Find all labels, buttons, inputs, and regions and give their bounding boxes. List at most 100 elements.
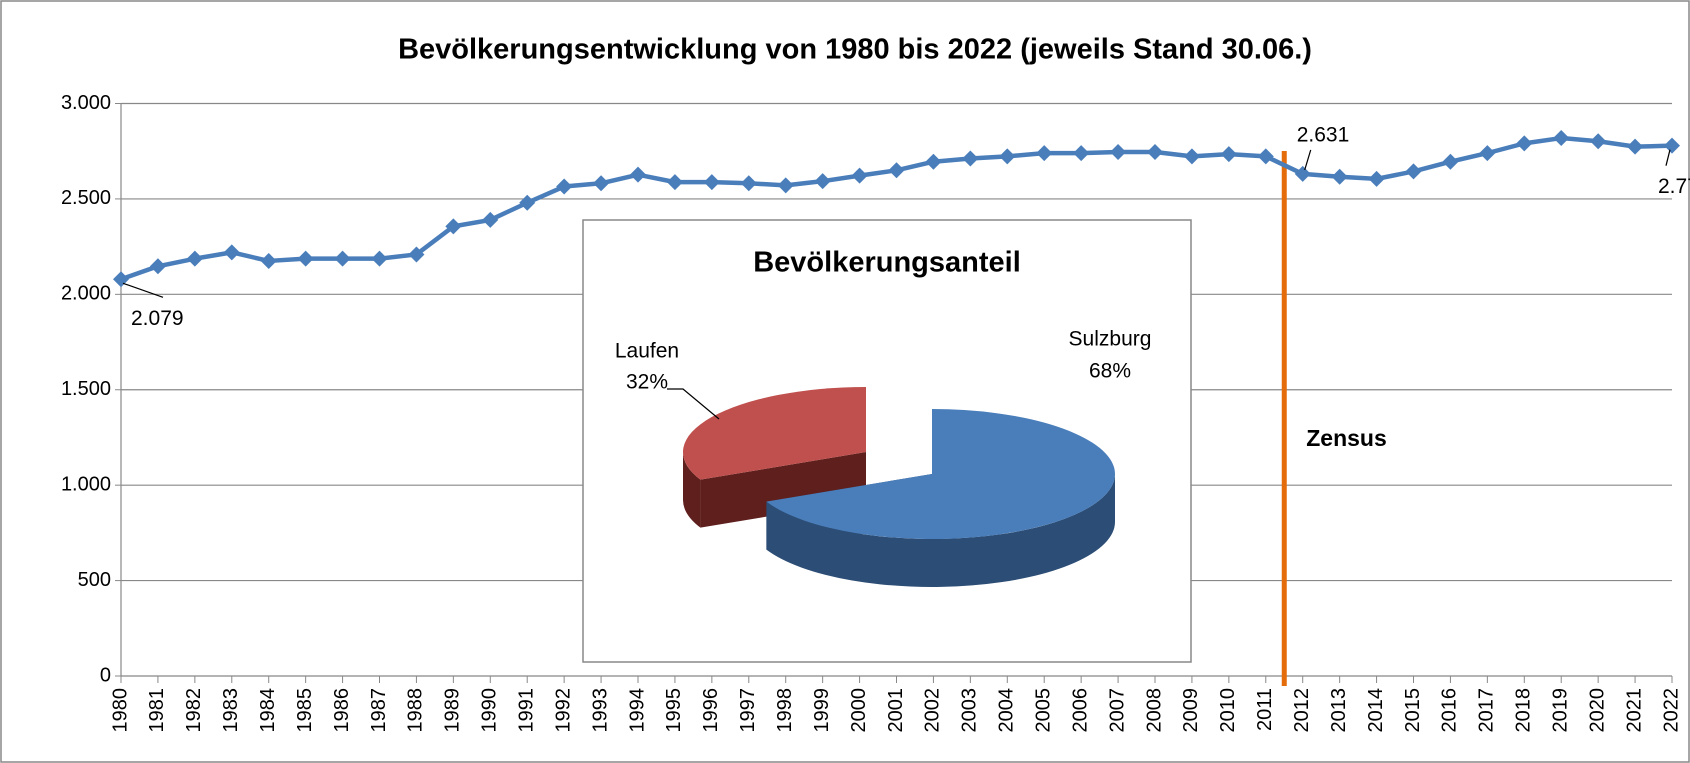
- marker: [777, 177, 794, 194]
- pie-label: Laufen: [615, 340, 679, 363]
- marker: [186, 250, 203, 267]
- x-tick-label: 2008: [1143, 688, 1165, 733]
- data-label: 2.779: [1658, 175, 1690, 198]
- marker: [1110, 143, 1127, 160]
- x-tick-label: 1994: [626, 688, 648, 733]
- marker: [408, 246, 425, 263]
- x-tick-label: 2015: [1402, 688, 1424, 733]
- x-tick-label: 2019: [1549, 688, 1571, 733]
- x-tick-label: 2005: [1032, 688, 1054, 733]
- line-layer: [113, 130, 1680, 686]
- y-tick-label: 2.000: [61, 283, 111, 305]
- marker: [666, 174, 683, 191]
- y-tick-label: 500: [78, 569, 111, 591]
- label-leader: [1304, 149, 1312, 171]
- pie-slice: [766, 408, 1115, 539]
- x-tick-label: 2010: [1217, 688, 1239, 733]
- pie-title: Bevölkerungsanteil: [753, 247, 1021, 279]
- x-tick-label: 2003: [959, 688, 981, 733]
- x-tick-label: 2011: [1254, 688, 1276, 731]
- x-tick-label: 2009: [1180, 688, 1202, 733]
- x-tick-label: 2000: [848, 688, 870, 733]
- marker: [814, 173, 831, 190]
- marker: [1036, 145, 1053, 162]
- marker: [260, 252, 277, 269]
- pie-side: [683, 452, 701, 528]
- marker: [1553, 130, 1570, 147]
- marker: [703, 174, 720, 191]
- marker: [1368, 170, 1385, 187]
- x-tick-label: 1983: [220, 688, 242, 733]
- inset-box: [582, 219, 1192, 663]
- x-tick-label: 1986: [331, 688, 353, 733]
- marker: [1073, 145, 1090, 162]
- marker: [925, 153, 942, 170]
- pie-layer: Laufen 32% Sulzburg 68%: [615, 328, 1152, 587]
- x-tick-label: 2020: [1586, 688, 1608, 733]
- marker: [519, 194, 536, 211]
- data-label: 2.631: [1297, 123, 1350, 146]
- pie-value-label: 32%: [626, 371, 668, 394]
- grid: 0 500 1.000 1.500 2.000 2.500 3.000 1980 1981 198…: [61, 92, 1682, 733]
- marker: [630, 166, 646, 183]
- x-tick-label: 2013: [1328, 688, 1350, 733]
- marker: [297, 250, 314, 267]
- x-tick-label: 1997: [737, 688, 759, 733]
- x-tick-label: 2017: [1476, 688, 1498, 733]
- marker: [740, 175, 757, 192]
- marker: [888, 162, 905, 179]
- x-tick-label: 2006: [1069, 688, 1091, 733]
- x-tick-label: 1993: [589, 688, 611, 733]
- pie-leader: [667, 388, 720, 420]
- x-tick-label: 2007: [1106, 688, 1128, 733]
- marker: [1516, 135, 1533, 152]
- data-label: 2.079: [131, 307, 184, 330]
- marker: [593, 175, 610, 192]
- label-leader: [1665, 149, 1671, 166]
- x-tick-label: 2004: [996, 688, 1018, 733]
- marker: [1442, 153, 1459, 170]
- x-tick-label: 1991: [515, 688, 537, 733]
- y-tick-label: 3.000: [61, 92, 111, 114]
- marker: [1627, 138, 1644, 155]
- x-tick-label: 1987: [368, 688, 390, 733]
- x-tick-label: 1981: [146, 688, 168, 733]
- marker: [1664, 137, 1680, 154]
- marker: [1220, 146, 1237, 163]
- x-tick-label: 2016: [1439, 688, 1461, 733]
- pie-label: Sulzburg: [1069, 328, 1152, 351]
- zensus-label: Zensus: [1306, 425, 1387, 451]
- marker: [1479, 145, 1496, 162]
- marker: [556, 178, 573, 195]
- marker: [334, 250, 351, 267]
- y-tick-label: 1.000: [61, 473, 111, 495]
- marker: [851, 167, 868, 184]
- marker: [1183, 148, 1200, 165]
- label-leader: [122, 282, 164, 298]
- pie-value-label: 68%: [1089, 360, 1131, 383]
- x-tick-label: 1980: [109, 688, 131, 733]
- x-tick-label: 2022: [1660, 688, 1682, 733]
- marker: [1405, 163, 1422, 180]
- x-tick-label: 1998: [774, 688, 796, 733]
- x-tick-label: 2012: [1291, 688, 1313, 733]
- x-tick-label: 2014: [1365, 688, 1387, 733]
- x-tick-label: 2001: [885, 688, 907, 733]
- marker: [1257, 148, 1274, 165]
- marker: [482, 211, 499, 228]
- marker: [445, 218, 462, 235]
- pie-face: [700, 452, 866, 528]
- x-tick-label: 1990: [479, 688, 501, 733]
- x-tick-label: 1995: [663, 688, 685, 733]
- marker: [1331, 168, 1348, 185]
- marker: [223, 244, 240, 261]
- top-layer: Zensus 2.079 2.631 2.779: [122, 123, 1690, 451]
- pie-side: [766, 474, 1115, 587]
- marker: [1590, 133, 1607, 150]
- marker: [113, 271, 129, 288]
- marker: [1147, 143, 1163, 160]
- x-tick-label: 1982: [183, 688, 205, 733]
- x-tick-label: 1992: [552, 688, 574, 733]
- marker: [1294, 165, 1311, 182]
